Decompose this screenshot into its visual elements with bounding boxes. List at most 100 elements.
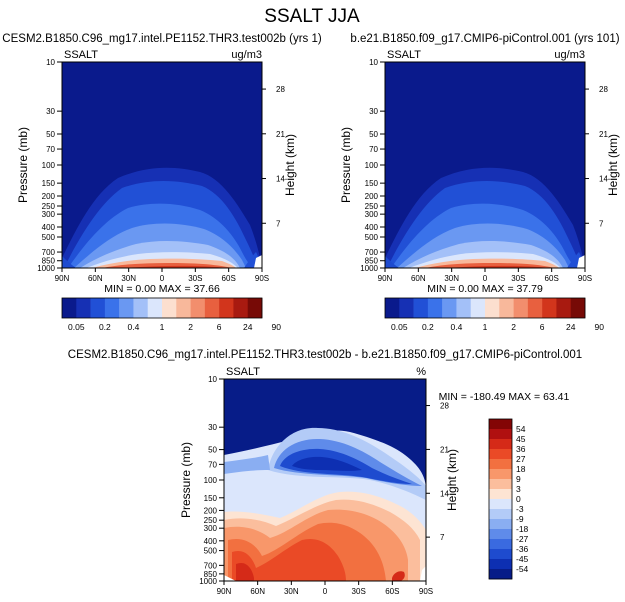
colorbar-swatch xyxy=(489,509,512,520)
ytick-label: 300 xyxy=(204,524,218,533)
colorbar-swatch xyxy=(489,469,512,480)
y2tick-label: 21 xyxy=(440,445,449,454)
panel-left-variable: SSALT xyxy=(64,49,98,61)
field-pole-low xyxy=(62,256,76,268)
colorbar-label: 27 xyxy=(516,454,526,464)
xtick-label: 30N xyxy=(284,587,299,596)
ytick-label: 1000 xyxy=(199,577,217,586)
colorbar-swatch xyxy=(489,489,512,500)
panel-difference-units: % xyxy=(416,366,426,378)
ytick-label: 700 xyxy=(204,561,218,570)
panel-difference-xticks: 90N 60N 30N 0 30S 60S 90S xyxy=(217,581,433,596)
ytick-label: 1000 xyxy=(37,264,55,273)
xtick-label: 30S xyxy=(511,274,525,283)
colorbar-swatch xyxy=(489,419,512,430)
colorbar-swatch xyxy=(104,298,120,318)
panel-right-stats: MIN = 0.00 MAX = 37.79 xyxy=(427,283,543,295)
ytick-label: 200 xyxy=(204,506,218,515)
ytick-label: 100 xyxy=(42,161,56,170)
xtick-label: 0 xyxy=(483,274,488,283)
ytick-label: 300 xyxy=(42,210,56,219)
colorbar-label: 45 xyxy=(516,434,526,444)
panel-right-colorbar: 0.05 0.2 0.4 1 2 6 24 90 xyxy=(384,297,605,332)
ytick-label: 100 xyxy=(204,476,218,485)
colorbar-label: 24 xyxy=(243,322,253,332)
colorbar-swatch xyxy=(489,559,512,570)
colorbar-swatch xyxy=(489,569,512,580)
colorbar-label: 90 xyxy=(595,322,605,332)
ytick-label: 10 xyxy=(46,58,55,67)
xtick-label: 90N xyxy=(217,587,232,596)
xtick-label: 30N xyxy=(444,274,459,283)
colorbar-swatch xyxy=(513,298,529,318)
colorbar-swatch xyxy=(162,298,177,318)
ytick-label: 150 xyxy=(365,179,379,188)
ytick-label: 50 xyxy=(46,130,55,139)
xtick-label: 30S xyxy=(352,587,366,596)
panel-difference-title: CESM2.B1850.C96_mg17.intel.PE1152.THR3.t… xyxy=(68,349,582,361)
ytick-label: 700 xyxy=(365,248,379,257)
colorbar-swatch xyxy=(456,298,472,318)
colorbar-swatch xyxy=(489,499,512,510)
colorbar-swatch xyxy=(489,549,512,560)
colorbar-label: 0 xyxy=(516,494,521,504)
xtick-label: 90S xyxy=(419,587,433,596)
ytick-label: 10 xyxy=(208,375,217,384)
colorbar-label: 0.05 xyxy=(391,322,408,332)
colorbar-label: 9 xyxy=(516,474,521,484)
colorbar-label: 24 xyxy=(566,322,576,332)
colorbar-label: 1 xyxy=(483,322,488,332)
xtick-label: 30N xyxy=(121,274,136,283)
colorbar-swatch xyxy=(90,298,106,318)
ytick-label: 10 xyxy=(369,58,378,67)
xtick-label: 60S xyxy=(385,587,399,596)
ytick-label: 850 xyxy=(365,257,379,266)
colorbar-swatch xyxy=(76,298,91,318)
xtick-label: 30S xyxy=(188,274,202,283)
colorbar-swatch xyxy=(385,298,400,318)
ytick-label: 70 xyxy=(46,145,55,154)
colorbar-swatch xyxy=(485,298,500,318)
colorbar-swatch xyxy=(247,298,263,318)
colorbar-swatch xyxy=(413,298,429,318)
panel-left-units: ug/m3 xyxy=(231,49,262,61)
colorbar-label: 0.2 xyxy=(99,322,111,332)
y2tick-label: 21 xyxy=(599,130,608,139)
y2tick-label: 28 xyxy=(276,85,285,94)
panel-right-y2label: Height (km) xyxy=(606,134,620,196)
figure-title: SSALT JJA xyxy=(264,6,360,27)
y2tick-label: 7 xyxy=(276,219,281,228)
ytick-label: 250 xyxy=(42,202,56,211)
ytick-label: 70 xyxy=(208,460,217,469)
colorbar-label: 2 xyxy=(511,322,516,332)
xtick-label: 0 xyxy=(160,274,165,283)
y2tick-label: 14 xyxy=(440,489,449,498)
y2tick-label: 14 xyxy=(599,175,608,184)
ytick-label: 400 xyxy=(42,223,56,232)
ytick-label: 250 xyxy=(204,516,218,525)
ytick-label: 100 xyxy=(365,161,379,170)
colorbar-label: -36 xyxy=(516,544,529,554)
ytick-label: 850 xyxy=(42,257,56,266)
panel-difference: CESM2.B1850.C96_mg17.intel.PE1152.THR3.t… xyxy=(68,349,582,596)
panel-difference-field xyxy=(224,379,426,581)
colorbar-swatch xyxy=(399,298,414,318)
colorbar-swatch xyxy=(176,298,191,318)
colorbar-label: 0.2 xyxy=(422,322,434,332)
ytick-label: 700 xyxy=(42,248,56,257)
panel-right: b.e21.B1850.f09_g17.CMIP6-piControl.001 … xyxy=(339,33,620,332)
ytick-label: 850 xyxy=(204,570,218,579)
ytick-label: 300 xyxy=(365,210,379,219)
colorbar-label: 90 xyxy=(272,322,282,332)
field-antarctic-mask xyxy=(254,255,262,268)
field-antarctic-mask xyxy=(577,255,585,268)
ytick-label: 400 xyxy=(204,537,218,546)
panel-left-field xyxy=(62,62,262,268)
colorbar-swatch xyxy=(233,298,249,318)
panel-left-xticks: 90N 60N 30N 0 30S 60S 90S xyxy=(55,268,269,283)
colorbar-frame xyxy=(61,297,263,319)
